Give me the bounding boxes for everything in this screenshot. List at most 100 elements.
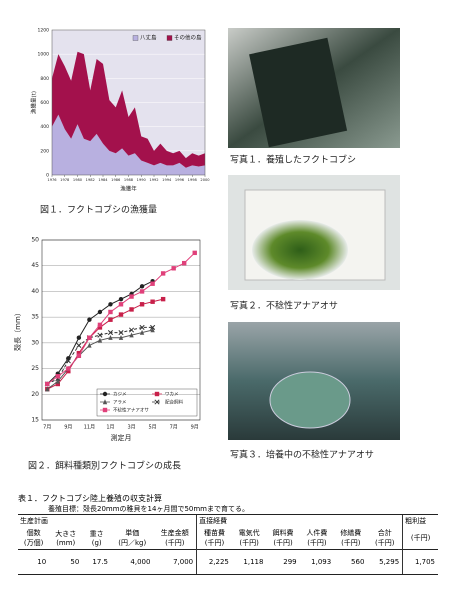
point — [129, 332, 134, 338]
x-tick-label: 5月 — [149, 425, 157, 431]
table-block: 表１．フクトコブシ陸上養殖の収支計算 養殖目標：殻長20mmの稚貝を14ヶ月間で… — [18, 493, 438, 575]
point — [97, 325, 103, 330]
x-tick-label: 1980 — [73, 178, 83, 182]
column-name: 個数 — [26, 529, 41, 537]
point — [139, 324, 145, 330]
y-tick-label: 0 — [46, 173, 49, 179]
column-name: 人件費 — [306, 529, 328, 537]
legend-label: アラメ — [113, 400, 126, 406]
legend-swatch — [166, 35, 173, 41]
y-tick-label: 200 — [40, 148, 49, 154]
legend-frame — [96, 388, 198, 417]
point — [108, 302, 113, 307]
y-tick-label: 20 — [31, 391, 39, 398]
point — [108, 309, 113, 315]
column-unit: (千円) — [273, 539, 293, 547]
photo-caption: 写真１．養殖したフクトコブシ — [230, 154, 356, 166]
point — [139, 329, 145, 335]
column-header: 修繕費 (千円) — [334, 527, 367, 550]
point — [45, 386, 50, 392]
group-header: 直接経費 — [196, 514, 403, 527]
table-cell: 1,093 — [299, 549, 335, 575]
column-unit: (千円) — [375, 539, 395, 547]
y-axis-label: 殻長（mm） — [13, 309, 22, 351]
x-tick-label: 1998 — [188, 178, 198, 182]
x-tick-label: 1982 — [86, 178, 95, 182]
point — [150, 281, 155, 286]
column-header: 合計 (千円) — [367, 527, 402, 550]
column-header: 重さ (g) — [82, 527, 111, 550]
legend-label: 不稔性アナアオサ — [113, 407, 149, 414]
table-cell: 17.5 — [82, 549, 112, 575]
x-tick-label: 7月 — [43, 425, 51, 431]
column-unit: (g) — [91, 539, 102, 547]
table-cell: 299 — [266, 549, 300, 575]
y-tick-label: 30 — [31, 339, 39, 346]
column-unit: (mm) — [56, 539, 76, 547]
point — [118, 330, 124, 336]
column-name: 餌料費 — [272, 529, 294, 537]
point — [66, 366, 71, 371]
point — [97, 332, 103, 338]
photo-detail — [252, 220, 348, 280]
column-unit: (千円) — [307, 539, 327, 547]
table-row: 10 50 17.5 4,000 7,000 2,225 1,118 299 1,093 560 5… — [18, 549, 438, 575]
y-tick-label: 1000 — [38, 52, 50, 58]
point — [171, 266, 176, 271]
x-tick-label: 1976 — [47, 178, 57, 182]
y-tick-label: 600 — [40, 100, 49, 106]
point — [182, 260, 187, 266]
x-tick-label: 1992 — [149, 178, 158, 182]
table-title: 表１．フクトコブシ陸上養殖の収支計算 — [18, 494, 162, 503]
point — [129, 294, 134, 299]
column-unit: (千円) — [410, 534, 431, 542]
y-axis-label: 漁獲量(t) — [30, 91, 38, 114]
column-unit: (円／kg) — [118, 539, 147, 547]
point — [154, 391, 160, 397]
legend-label: カジメ — [113, 392, 127, 398]
x-tick-label: 7月 — [170, 425, 178, 431]
line — [47, 298, 164, 390]
point — [160, 296, 166, 302]
y-tick-label: 50 — [31, 237, 39, 244]
column-header: 個数 (万個) — [18, 527, 49, 550]
column-name: 電気代 — [238, 529, 260, 537]
column-unit: (千円) — [165, 539, 185, 547]
y-tick-label: 40 — [31, 288, 39, 295]
table-cell: 560 — [334, 549, 368, 575]
x-tick-label: 2000 — [200, 178, 210, 182]
point — [97, 309, 103, 315]
column-name: 単価 — [125, 529, 140, 537]
point — [87, 335, 92, 340]
x-tick-label: 11月 — [84, 425, 95, 431]
point — [102, 391, 108, 397]
point — [160, 271, 166, 276]
point — [102, 407, 108, 413]
column-name: 種苗費 — [204, 529, 225, 537]
point — [108, 317, 113, 322]
table-cell: 1,118 — [231, 549, 267, 575]
point — [150, 299, 155, 304]
table-cell: 50 — [49, 549, 83, 575]
column-name: 大きさ — [55, 530, 77, 538]
column-header: 単価 (円／kg) — [111, 527, 153, 550]
point — [55, 381, 60, 387]
x-axis-label: 測定月 — [111, 433, 132, 442]
x-axis-label: 漁獲年 — [120, 185, 137, 193]
point — [97, 322, 103, 328]
point — [76, 335, 82, 340]
column-unit: (千円) — [204, 539, 225, 547]
column-header: 人件費 (千円) — [300, 527, 335, 550]
point — [118, 335, 124, 340]
point — [108, 335, 113, 340]
legend-label: ワカメ — [165, 392, 179, 398]
figure-caption: 図２．餌料種類別フクトコブシの成長 — [28, 460, 181, 472]
table-subtitle: 養殖目標：殻長20mmの稚貝を14ヶ月間で50mmまで育てる。 — [48, 505, 249, 513]
point — [150, 324, 156, 330]
column-unit: (万個) — [23, 539, 44, 547]
x-tick-label: 9月 — [191, 425, 199, 431]
y-tick-label: 1200 — [38, 28, 50, 34]
point — [65, 358, 71, 364]
point — [154, 399, 160, 405]
